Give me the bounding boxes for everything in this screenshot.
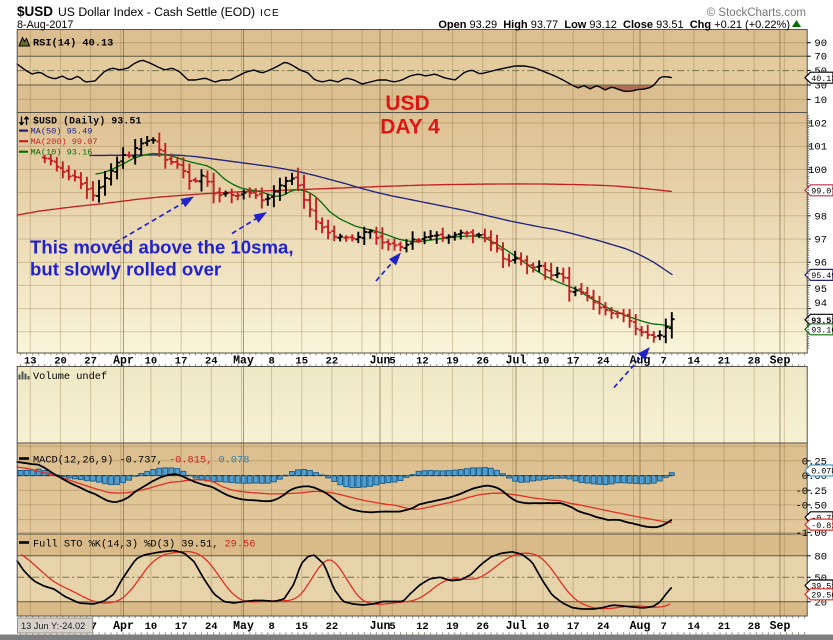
svg-text:15: 15	[295, 621, 308, 633]
svg-text:24: 24	[597, 621, 610, 633]
svg-text:17: 17	[567, 356, 580, 368]
svg-text:99.07: 99.07	[811, 187, 833, 197]
svg-text:8-Aug-2017: 8-Aug-2017	[17, 19, 73, 31]
svg-text:USD: USD	[385, 92, 429, 115]
svg-text:96: 96	[814, 258, 827, 270]
svg-text:8: 8	[268, 356, 274, 368]
svg-text:17: 17	[175, 621, 188, 633]
svg-text:7: 7	[661, 356, 667, 368]
svg-text:19: 19	[446, 621, 459, 633]
svg-text:24: 24	[205, 356, 218, 368]
svg-text:90: 90	[814, 38, 827, 50]
svg-text:40.13: 40.13	[811, 74, 833, 84]
svg-text:Full STO %K(14,3) %D(3) 39.51,: Full STO %K(14,3) %D(3) 39.51,	[33, 539, 218, 551]
svg-text:12: 12	[416, 621, 429, 633]
svg-text:Jul: Jul	[506, 355, 527, 368]
svg-text:95: 95	[814, 284, 827, 296]
svg-text:but slowly rolled over: but slowly rolled over	[30, 259, 221, 280]
svg-text:28: 28	[748, 621, 761, 633]
svg-text:MA(50) 95.49: MA(50) 95.49	[31, 126, 93, 136]
svg-text:10: 10	[537, 356, 550, 368]
svg-text:May: May	[233, 355, 254, 368]
svg-text:22: 22	[326, 621, 339, 633]
svg-text:24: 24	[205, 621, 218, 633]
svg-text:100: 100	[808, 165, 827, 177]
svg-text:39.51: 39.51	[811, 582, 833, 592]
svg-text:-0.815: -0.815	[811, 521, 833, 531]
svg-text:ICE: ICE	[260, 8, 280, 19]
svg-text:28: 28	[748, 356, 761, 368]
svg-text:97: 97	[814, 235, 827, 247]
svg-text:-1.00: -1.00	[795, 528, 827, 540]
svg-text:94: 94	[814, 298, 827, 310]
svg-text:101: 101	[808, 142, 827, 154]
svg-text:93.16: 93.16	[811, 326, 833, 336]
svg-text:27: 27	[84, 356, 97, 368]
svg-text:10: 10	[145, 356, 158, 368]
svg-text:5: 5	[389, 621, 395, 633]
svg-text:10: 10	[814, 95, 827, 107]
svg-text:May: May	[233, 620, 254, 633]
svg-text:13: 13	[24, 356, 37, 368]
svg-text:26: 26	[476, 356, 489, 368]
svg-text:21: 21	[718, 356, 731, 368]
svg-text:17: 17	[567, 621, 580, 633]
svg-text:17: 17	[175, 356, 188, 368]
svg-text:-0.815,: -0.815,	[169, 455, 212, 467]
svg-text:13 Jun Y:-24.02: 13 Jun Y:-24.02	[21, 621, 85, 631]
svg-text:29.56: 29.56	[811, 591, 833, 601]
svg-text:5: 5	[389, 356, 395, 368]
svg-text:MA(200) 99.07: MA(200) 99.07	[31, 137, 98, 147]
svg-text:15: 15	[295, 356, 308, 368]
svg-text:Volume undef: Volume undef	[33, 371, 107, 383]
svg-text:This moved above the 10sma,: This moved above the 10sma,	[30, 237, 294, 258]
svg-text:MACD(12,26,9) -0.737,: MACD(12,26,9) -0.737,	[33, 455, 163, 467]
svg-text:19: 19	[446, 356, 459, 368]
svg-text:12: 12	[416, 356, 429, 368]
svg-text:0.078: 0.078	[811, 467, 833, 477]
svg-text:© StockCharts.com: © StockCharts.com	[707, 7, 806, 19]
svg-text:29.56: 29.56	[225, 539, 256, 551]
svg-text:US Dollar Index - Cash Settle: US Dollar Index - Cash Settle (EOD)	[58, 5, 255, 19]
svg-text:RSI(14) 40.13: RSI(14) 40.13	[33, 38, 113, 50]
svg-text:MA(10) 93.16: MA(10) 93.16	[31, 147, 93, 157]
svg-text:$USD (Daily) 93.51: $USD (Daily) 93.51	[33, 115, 142, 126]
svg-text:Sep: Sep	[770, 355, 791, 368]
svg-text:10: 10	[145, 621, 158, 633]
svg-text:14: 14	[687, 356, 700, 368]
svg-text:21: 21	[718, 621, 731, 633]
svg-text:95.49: 95.49	[811, 271, 833, 281]
svg-text:26: 26	[476, 621, 489, 633]
svg-text:102: 102	[808, 119, 827, 131]
svg-text:98: 98	[814, 211, 827, 223]
svg-text:Apr: Apr	[113, 355, 134, 368]
svg-text:8: 8	[268, 621, 274, 633]
svg-text:14: 14	[687, 621, 700, 633]
svg-text:22: 22	[326, 356, 339, 368]
svg-text:Apr: Apr	[113, 620, 134, 633]
svg-text:80: 80	[814, 551, 827, 563]
svg-text:DAY 4: DAY 4	[380, 116, 440, 139]
svg-text:7: 7	[661, 621, 667, 633]
svg-text:Jun: Jun	[370, 620, 391, 633]
svg-text:93.51: 93.51	[811, 316, 833, 326]
svg-text:20: 20	[54, 356, 67, 368]
svg-text:70: 70	[814, 52, 827, 64]
svg-text:-0.50: -0.50	[795, 500, 827, 512]
svg-text:Aug: Aug	[630, 620, 651, 633]
svg-text:24: 24	[597, 356, 610, 368]
svg-text:10: 10	[537, 621, 550, 633]
svg-text:$USD: $USD	[17, 4, 53, 19]
svg-text:Sep: Sep	[770, 620, 791, 633]
svg-text:0.078: 0.078	[219, 455, 250, 467]
svg-text:Open 93.29 High 93.77 Low 93: Open 93.29 High 93.77 Low 93.12 Close 93…	[438, 19, 790, 31]
svg-text:Jul: Jul	[506, 620, 527, 633]
svg-text:Jun: Jun	[370, 355, 391, 368]
svg-text:-0.25: -0.25	[795, 486, 827, 498]
